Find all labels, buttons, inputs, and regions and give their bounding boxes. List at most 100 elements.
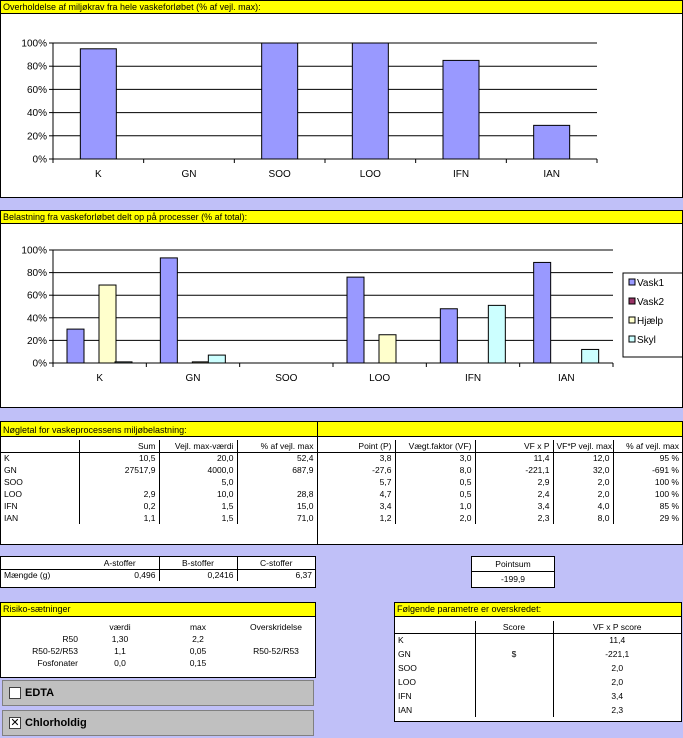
key-figures-cell: 85 % (659, 501, 679, 511)
edta-checkbox-row[interactable]: EDTA (2, 680, 314, 706)
key-figures-cell: 0,5 (395, 476, 476, 488)
exceeded-cell (475, 633, 554, 647)
exceeded-row-label: K (395, 633, 476, 647)
key-figures-cell: 5,7 (317, 476, 396, 488)
bar-vask1-k (66, 328, 85, 364)
exceeded-cell: $ (475, 647, 554, 661)
legend-swatch (628, 278, 636, 286)
bar-hjælp-gn (191, 361, 210, 364)
x-tick-label: GN (182, 169, 197, 180)
x-tick-label: LOO (360, 169, 381, 180)
bar-value-ifn (442, 59, 480, 160)
bar-value-soo (261, 42, 299, 160)
key-figures-row-label: LOO (1, 488, 80, 500)
risk-header: max (189, 622, 207, 632)
substances-header-a: A-stoffer (81, 557, 160, 570)
legend-swatch (628, 335, 636, 343)
exceeded-cell: 2,0 (611, 663, 624, 673)
bar-skyl-ifn (487, 304, 506, 364)
key-figures-cell: 5,0 (159, 476, 238, 488)
substances-header-c: C-stoffer (237, 557, 315, 570)
risk-cell: 2,2 (192, 634, 204, 644)
exceeded-row: GN $ -221,1 (395, 647, 681, 661)
key-figures-row: IAN 1,1 1,5 71,0 1,2 2,0 2,3 8,0 29 % (1, 512, 682, 524)
y-tick-label: 40% (27, 313, 47, 324)
y-tick-label: 80% (27, 62, 47, 73)
risk-phrases-panel: Risiko-sætninger værdi max Overskridelse R5… (0, 602, 316, 678)
y-tick-label: 40% (27, 108, 47, 119)
pointsum-label: Pointsum (472, 559, 554, 572)
key-figures-row-label: K (1, 452, 80, 464)
exceeded-row: LOO 2,0 (395, 675, 681, 689)
chlorholdig-checkbox-row[interactable]: ✕ Chlorholdig (2, 710, 314, 736)
pointsum-panel: Pointsum -199,9 (471, 556, 555, 588)
process-load-chart-panel: Belastning fra vaskeforløbet delt op på … (0, 210, 683, 408)
key-figures-row: SOO 5,0 5,7 0,5 2,9 2,0 100 % (1, 476, 682, 488)
key-figures-cell: 100 % (654, 477, 679, 487)
edta-checkbox[interactable] (9, 687, 21, 699)
key-figures-cell: 0,5 (395, 488, 476, 500)
risk-cell: R50-52/R53 (253, 646, 299, 656)
bar-value-loo (351, 42, 389, 160)
key-figures-cell: 20,0 (159, 452, 238, 464)
exceeded-cell (475, 661, 554, 675)
chlorholdig-checkbox[interactable]: ✕ (9, 717, 21, 729)
risk-cell (237, 657, 315, 669)
exceeded-cell (475, 689, 554, 703)
risk-row-label: Fosfonater (37, 658, 78, 668)
risk-phrases-title: Risiko-sætninger (0, 602, 316, 617)
key-figures-cell: 4000,0 (159, 464, 238, 476)
substances-value-a: 0,496 (81, 569, 160, 581)
exceeded-header (395, 621, 476, 634)
risk-header: værdi (109, 622, 131, 632)
key-figures-cell: -221,1 (475, 464, 554, 476)
key-figures-header: VF*P vejl. max (553, 440, 614, 453)
key-figures-cell: 3,4 (317, 500, 396, 512)
x-tick-label: IAN (543, 169, 560, 180)
exceeded-cell: 2,3 (611, 705, 624, 715)
compliance-chart-title: Overholdelse af miljøkrav fra hele vaske… (0, 0, 683, 14)
exceeded-row-label: IAN (395, 703, 476, 717)
key-figures-header: VF x P (475, 440, 554, 453)
key-figures-table: Sum Vejl. max-værdi% af vejl. max Point (P… (1, 440, 682, 524)
key-figures-cell: 12,0 (553, 452, 614, 464)
exceeded-row-label: LOO (395, 675, 476, 689)
bar-hjælp-k (98, 284, 117, 364)
bar-vask1-ifn (439, 308, 458, 364)
exceeded-params-table: Score VF x P score K 11,4 GN $ -221,1 SOO 2,0 LO… (395, 621, 681, 717)
key-figures-row: IFN 0,2 1,5 15,0 3,4 1,0 3,4 4,0 85 % (1, 500, 682, 512)
x-tick-label: GN (186, 373, 201, 384)
y-tick-label: 100% (21, 39, 47, 50)
legend-box (622, 272, 682, 358)
key-figures-cell: -691 % (652, 465, 679, 475)
x-tick-label: IFN (453, 169, 469, 180)
x-tick-label: LOO (369, 373, 390, 384)
bar-vask1-loo (346, 276, 365, 364)
key-figures-cell: 2,0 (553, 488, 614, 500)
y-tick-label: 0% (33, 359, 48, 370)
exceeded-params-panel: Følgende parametre er overskredet: Score… (394, 602, 682, 722)
risk-header (1, 621, 81, 633)
key-figures-row: LOO 2,9 10,0 28,8 4,7 0,5 2,4 2,0 100 % (1, 488, 682, 500)
risk-row: Fosfonater 0,0 0,15 (1, 657, 315, 669)
key-figures-cell: 100 % (654, 489, 679, 499)
key-figures-header (1, 440, 80, 453)
risk-row: R50-52/R53 1,1 0,05 R50-52/R53 (1, 645, 315, 657)
key-figures-row: K 10,5 20,0 52,4 3,8 3,0 11,4 12,0 95 % (1, 452, 682, 464)
key-figures-cell: 4,0 (553, 500, 614, 512)
key-figures-cell: 2,0 (395, 512, 476, 524)
key-figures-row-label: IAN (1, 512, 80, 524)
exceeded-row: K 11,4 (395, 633, 681, 647)
exceeded-header: VF x P score (553, 621, 681, 634)
key-figures-cell: 0,2 (79, 500, 160, 512)
exceeded-row: SOO 2,0 (395, 661, 681, 675)
key-figures-cell: 32,0 (553, 464, 614, 476)
risk-phrases-table: værdi max Overskridelse R50 1,30 2,2 R50-52/R5… (1, 621, 315, 669)
exceeded-cell (475, 675, 554, 689)
legend-label: Vask2 (637, 297, 664, 308)
key-figures-header: Sum (79, 440, 160, 453)
key-figures-row-label: GN (1, 464, 80, 476)
key-figures-row-label: IFN (1, 500, 80, 512)
legend-swatch (628, 297, 636, 305)
x-tick-label: IFN (465, 373, 481, 384)
